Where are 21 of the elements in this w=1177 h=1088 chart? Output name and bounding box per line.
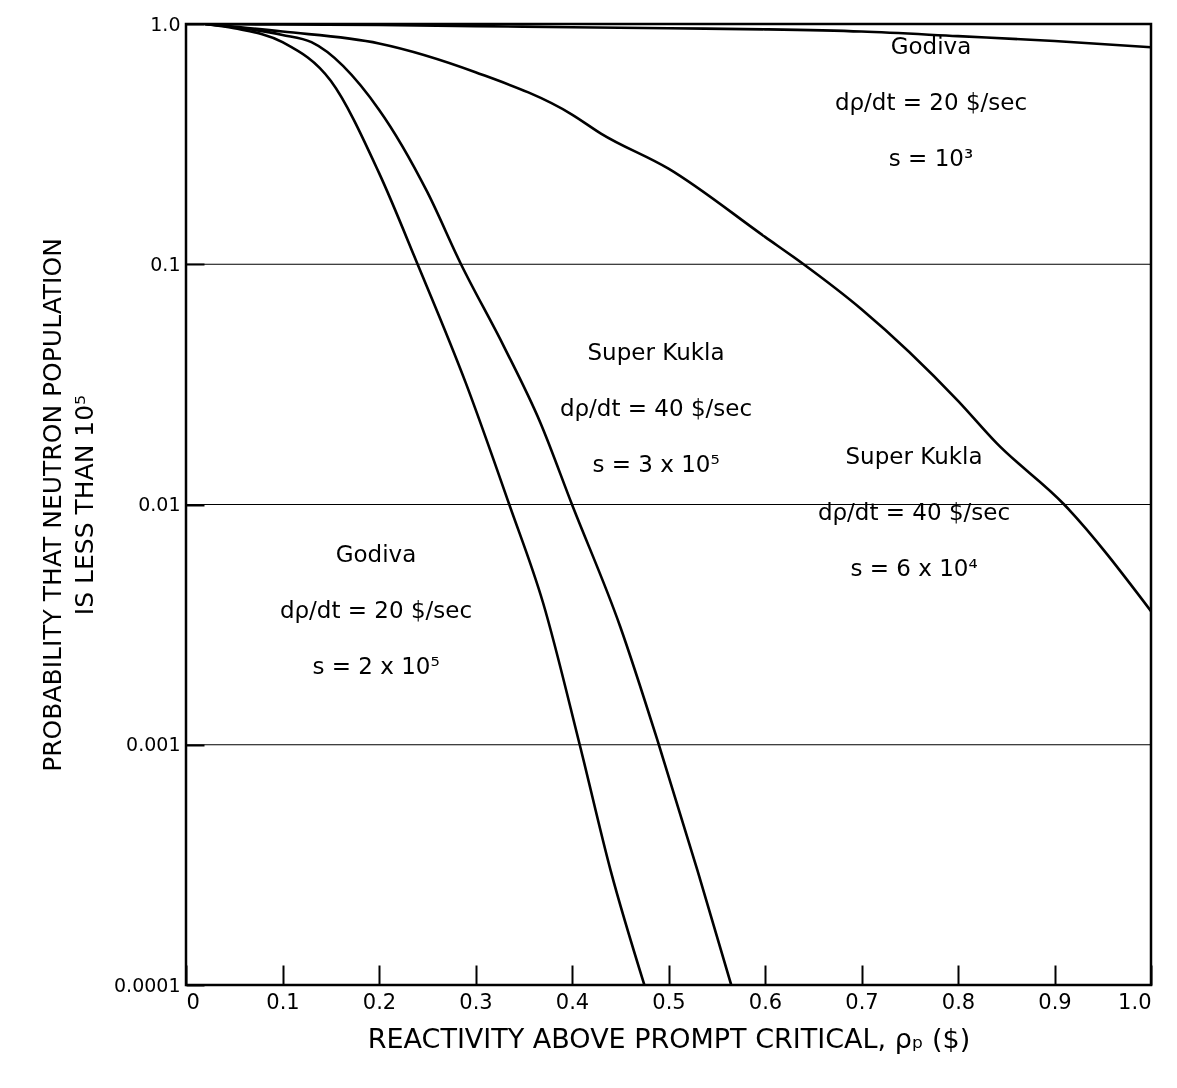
x-tick-label: 0.6 — [748, 989, 783, 1014]
y-axis-title: PROBABILITY THAT NEUTRON POPULATION IS LESS THAN 10⁵ — [38, 238, 100, 772]
x-tick-label: 0.3 — [459, 989, 493, 1014]
x-tick-label: 0 — [186, 989, 200, 1014]
y-tick-label: 0.01 — [138, 493, 181, 515]
text: Godiva dρ/dt = 20 $/sec s = 10³ — [834, 33, 1028, 171]
text: Godiva dρ/dt = 20 $/sec s = 2 x 10⁵ — [279, 541, 473, 679]
x-axis-title: REACTIVITY ABOVE PROMPT CRITICAL, ρₚ ($) — [367, 1022, 971, 1054]
x-tick-label: 0.4 — [555, 989, 590, 1014]
x-tick-label: 0.1 — [266, 989, 300, 1014]
x-tick-label: 0.9 — [1038, 989, 1072, 1014]
x-tick-label: 0.7 — [845, 989, 879, 1014]
text: Super Kukla dρ/dt = 40 $/sec s = 3 x 10⁵ — [559, 339, 753, 477]
x-tick-label: 0.8 — [941, 989, 976, 1014]
y-tick-label: 0.1 — [150, 252, 181, 275]
x-tick-label: 0.5 — [652, 989, 686, 1014]
x-tick-label: 0.2 — [362, 989, 397, 1014]
y-tick-label: 0.001 — [126, 733, 181, 756]
y-tick-label: 1.0 — [150, 12, 181, 35]
y-tick-label: 0.0001 — [114, 973, 181, 996]
x-tick-label: 1.0 — [1118, 989, 1152, 1014]
